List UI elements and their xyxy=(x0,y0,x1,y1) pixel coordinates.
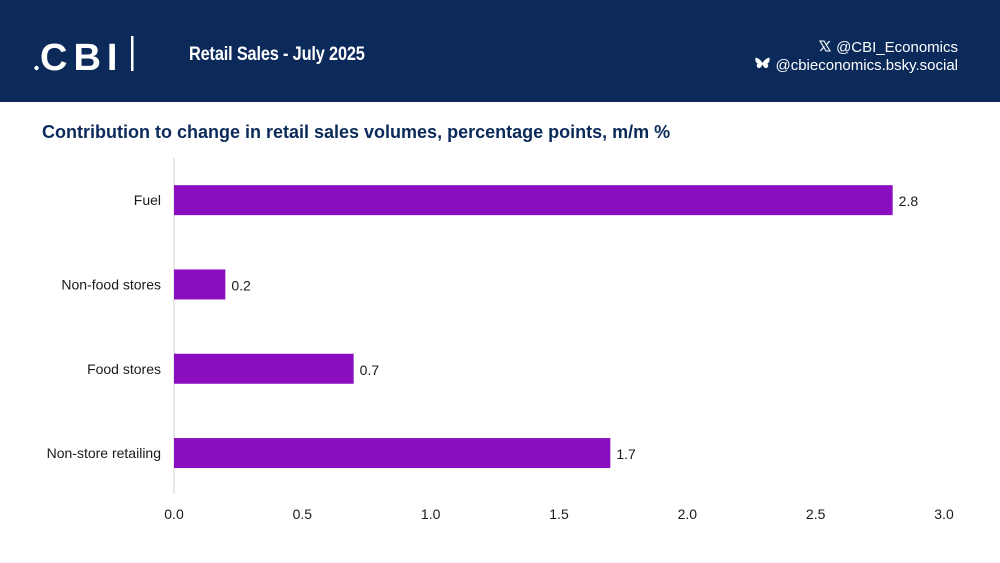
x-tick-label: 2.0 xyxy=(678,506,698,522)
x-tick-label: 1.0 xyxy=(421,506,441,522)
bar-chart: Fuel 2.8 Non-food stores 0.2 Food stores 0.7 N… xyxy=(47,158,954,522)
x-tick-label: 0.5 xyxy=(293,506,313,522)
x-tick-label: 0.0 xyxy=(164,506,184,522)
report-subtitle: Retail Sales - July 2025 xyxy=(189,44,365,65)
value-label: 0.2 xyxy=(231,277,251,293)
x-icon xyxy=(819,39,832,56)
x-handle-text: @CBI_Economics xyxy=(836,39,958,56)
x-handle[interactable]: @CBI_Economics xyxy=(819,39,958,56)
header-banner: CBI Retail Sales - July 2025 @CBI_Econom… xyxy=(0,0,1000,102)
x-tick-label: 1.5 xyxy=(549,506,569,522)
value-label: 0.7 xyxy=(360,362,380,378)
value-label: 1.7 xyxy=(616,446,636,462)
x-tick-label: 2.5 xyxy=(806,506,826,522)
bluesky-handle[interactable]: @cbieconomics.bsky.social xyxy=(755,57,958,74)
x-tick-label: 3.0 xyxy=(934,506,954,522)
bar-non-store-retailing xyxy=(174,438,611,469)
bluesky-butterfly-icon xyxy=(755,57,771,74)
bar-non-food-stores xyxy=(174,269,226,300)
category-label: Non-food stores xyxy=(61,276,161,292)
value-label: 2.8 xyxy=(899,193,919,209)
cbi-logo: CBI xyxy=(34,36,134,76)
category-label: Fuel xyxy=(134,192,161,208)
svg-text:CBI: CBI xyxy=(40,37,123,76)
category-label: Non-store retailing xyxy=(47,445,161,461)
bluesky-handle-text: @cbieconomics.bsky.social xyxy=(775,57,958,74)
chart-title: Contribution to change in retail sales v… xyxy=(42,122,671,142)
category-label: Food stores xyxy=(87,361,161,377)
bar-fuel xyxy=(174,185,893,216)
bar-food-stores xyxy=(174,353,354,384)
